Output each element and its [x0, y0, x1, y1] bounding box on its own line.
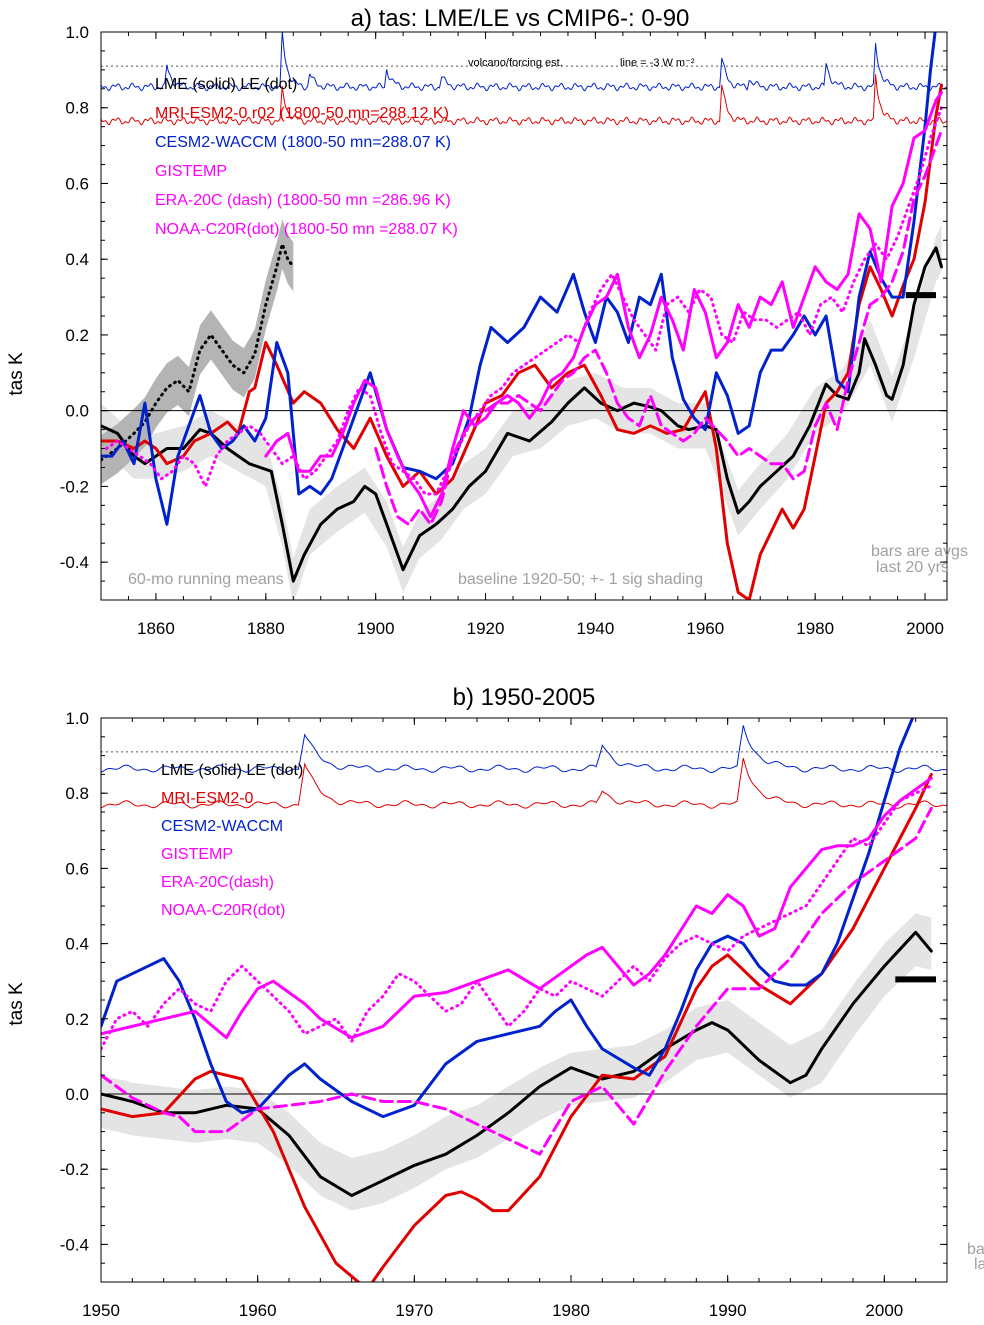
panel-a-ytick-label: 0.2 [65, 326, 89, 345]
panel-b-ytick-label: 0.8 [65, 784, 89, 803]
panel-b-ytick-label: 0.2 [65, 1010, 89, 1029]
panel-a-running-note: 60-mo running means [128, 571, 284, 588]
panel-b-ytick-label: 0.0 [65, 1085, 89, 1104]
panel-b-series-cesm2-waccm-solid [101, 718, 915, 1119]
panel-b-series-noaa-c20r-dot [101, 784, 933, 1051]
panel-a-title: a) tas: LME/LE vs CMIP6-: 0-90 [351, 5, 690, 32]
panel-b-xtick-label: 2000 [865, 1301, 903, 1320]
panel-a-series-noaa-c20r-dot [105, 106, 943, 496]
panel-a-series-mri-esm2-0-solid [101, 83, 943, 600]
panel-a-series-lme-solid [101, 246, 943, 583]
panel-a-ytick-label: 0.4 [65, 250, 89, 269]
panel-b-series-lme-solid [101, 930, 933, 1197]
panel-a-xtick-label: 1880 [247, 619, 285, 638]
panel-a-legend-entry: ERA-20C (dash) (1800-50 mn =286.96 K) [155, 192, 451, 209]
panel-b-plot-area: -0.4 -0.2 0.0 0.2 0.4 0.6 0.8 1.0 1950 1960 1970 19… [60, 709, 948, 1320]
panel-b-series-era-20c-dash [101, 806, 933, 1156]
panel-a-series-era-20c-dash [374, 129, 943, 526]
panel-b-legend-entry: CESM2-WACCM [161, 818, 283, 835]
panel-a-xtick-label: 1920 [467, 619, 505, 638]
panel-b-xtick-label: 1960 [239, 1301, 277, 1320]
panel-a-ytick-label: 0.0 [65, 402, 89, 421]
panel-b-ytick-label: 0.6 [65, 859, 89, 878]
panel-b-ylabel: tas K [6, 982, 27, 1026]
panel-b-xtick-label: 1970 [395, 1301, 433, 1320]
panel-a-xtick-label: 1860 [137, 619, 175, 638]
panel-b-ytick-label: 1.0 [65, 709, 89, 728]
panel-a-xtick-label: 1900 [357, 619, 395, 638]
panel-a-plot-area: -0.4 -0.2 0.0 0.2 0.4 0.6 0.8 1.0 1860 1880 1900 19… [60, 23, 948, 638]
panel-a-xtick-label: 1980 [796, 619, 834, 638]
panel-a-legend-entry: LME (solid) LE (dot) [155, 76, 297, 93]
panel-a-xtick-label: 1940 [577, 619, 615, 638]
panel-a-shading-le [101, 219, 294, 485]
panel-a-baseline-note: baseline 1920-50; +- 1 sig shading [458, 571, 703, 588]
panel-a-ytick-label: -0.2 [60, 477, 89, 496]
panel-a-bars-note-1: bars are avgs [871, 543, 968, 560]
panel-a-ytick-label: -0.4 [60, 553, 89, 572]
panel-a-line-note: line = -3 W m⁻² [620, 57, 695, 69]
panel-a-forcing-blue [101, 32, 947, 92]
panel-b-xtick-label: 1980 [552, 1301, 590, 1320]
panel-a-legend-entry: GISTEMP [155, 163, 227, 180]
panel-b-ytick-label: -0.4 [60, 1235, 89, 1254]
panel-a-bars-note-2: last 20 yrs [876, 559, 949, 576]
panel-a-legend-entry: CESM2-WACCM (1800-50 mn=288.07 K) [155, 134, 451, 151]
panel-b-legend-entry: LME (solid) LE (dot) [161, 762, 303, 779]
panel-a-shading-lme [101, 225, 942, 600]
panel-a-ytick-label: 1.0 [65, 23, 89, 42]
panel-b-legend-entry: GISTEMP [161, 846, 233, 863]
panel-b-series-gistemp-solid [101, 776, 933, 1040]
panel-b-bars-note-1: ba [967, 1241, 984, 1258]
panel-b-ytick-label: 0.4 [65, 935, 89, 954]
panel-a-legend-entry: MRI-ESM2-0 r02 (1800-50 mn=288.12 K) [155, 105, 449, 122]
panel-b-series-mri-esm2-0-solid [101, 772, 933, 1282]
panel-a-forcing-red [101, 74, 947, 126]
panel-b-title: b) 1950-2005 [453, 684, 596, 711]
panel-a-series-cesm2-waccm-solid [101, 32, 937, 526]
panel-a-xtick-label: 1960 [686, 619, 724, 638]
panel-b-legend-entry: MRI-ESM2-0 [161, 790, 254, 807]
panel-b: b) 1950-2005 tas K -0.4 -0.2 0.0 0.2 0.4 0.6 0… [6, 684, 984, 1320]
panel-b-xtick-label: 1990 [709, 1301, 747, 1320]
panel-b-ytick-label: -0.2 [60, 1160, 89, 1179]
panel-a-xtick-label: 2000 [906, 619, 944, 638]
panel-a-ylabel: tas K [6, 352, 27, 396]
panel-b-shading-lme [101, 913, 932, 1211]
panel-a-volcano-note: volcano/forcing est. [468, 57, 563, 69]
panel-a-ytick-label: 0.8 [65, 99, 89, 118]
panel-b-forcing-red [101, 757, 947, 809]
panel-a-ytick-label: 0.6 [65, 174, 89, 193]
panel-a-series-gistemp-solid [264, 91, 943, 519]
panel-b-bars-note-2: la [974, 1256, 984, 1273]
panel-b-xtick-label: 1950 [82, 1301, 120, 1320]
panel-a: a) tas: LME/LE vs CMIP6-: 0-90 tas K -0.… [6, 5, 968, 638]
panel-b-forcing-blue [101, 725, 947, 774]
panel-a-legend-entry: NOAA-C20R(dot) (1800-50 mn =288.07 K) [155, 221, 458, 238]
panel-b-legend-entry: ERA-20C(dash) [161, 874, 274, 891]
panel-b-legend-entry: NOAA-C20R(dot) [161, 902, 285, 919]
